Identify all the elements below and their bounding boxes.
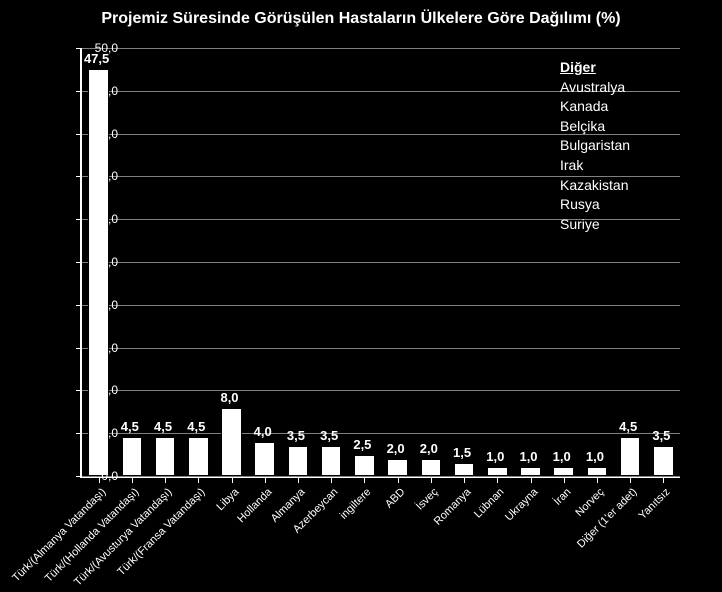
y-axis-tick-label: 40,0 — [78, 127, 118, 141]
bar — [421, 459, 442, 476]
bar-value-label: 4,5 — [619, 419, 637, 434]
bar-value-label: 1,5 — [453, 445, 471, 460]
bar — [487, 467, 508, 476]
x-tick-mark — [431, 477, 432, 483]
y-axis-tick-label: 35,0 — [78, 169, 118, 183]
x-tick-mark — [132, 477, 133, 483]
bar — [221, 408, 242, 476]
other-list-item: Kazakistan — [560, 176, 630, 196]
other-list-box: Diğer AvustralyaKanadaBelçikaBulgaristan… — [560, 58, 630, 234]
x-tick-mark — [265, 477, 266, 483]
other-list-item: Avustralya — [560, 78, 630, 98]
x-tick-mark — [198, 477, 199, 483]
x-tick-mark — [165, 477, 166, 483]
y-axis-tick-label: 30,0 — [78, 212, 118, 226]
bar-value-label: 3,5 — [287, 428, 305, 443]
other-list-items: AvustralyaKanadaBelçikaBulgaristanIrakKa… — [560, 78, 630, 235]
x-tick-mark — [531, 477, 532, 483]
gridline — [82, 262, 680, 263]
other-list-item: Suriye — [560, 215, 630, 235]
bar-value-label: 47,5 — [84, 51, 109, 66]
bar — [321, 446, 342, 476]
bar — [620, 437, 641, 476]
gridline — [82, 390, 680, 391]
other-list-item: Kanada — [560, 97, 630, 117]
bar-value-label: 4,0 — [254, 424, 272, 439]
bar — [288, 446, 309, 476]
x-tick-mark — [398, 477, 399, 483]
bar-value-label: 1,0 — [519, 449, 537, 464]
bar — [188, 437, 209, 476]
bar-value-label: 3,5 — [652, 428, 670, 443]
gridline — [82, 48, 680, 49]
y-axis-tick-label: 25,0 — [78, 255, 118, 269]
y-axis-tick-label: 15,0 — [78, 341, 118, 355]
x-tick-mark — [331, 477, 332, 483]
bar — [354, 455, 375, 476]
bar-value-label: 8,0 — [220, 390, 238, 405]
x-tick-mark — [232, 477, 233, 483]
bar — [520, 467, 541, 476]
gridline — [82, 348, 680, 349]
chart-container: Projemiz Süresinde Görüşülen Hastaların … — [0, 0, 722, 592]
other-list-item: Bulgaristan — [560, 136, 630, 156]
x-tick-mark — [364, 477, 365, 483]
x-tick-mark — [464, 477, 465, 483]
x-tick-mark — [564, 477, 565, 483]
y-axis-tick-label: 5,0 — [78, 426, 118, 440]
bar — [122, 437, 143, 476]
bar-value-label: 2,5 — [353, 437, 371, 452]
gridline — [82, 305, 680, 306]
y-axis-tick-label: 20,0 — [78, 298, 118, 312]
y-axis-tick-label: 0,0 — [78, 469, 118, 483]
bar-value-label: 1,0 — [553, 449, 571, 464]
x-tick-mark — [497, 477, 498, 483]
bar — [155, 437, 176, 476]
other-list-item: Irak — [560, 156, 630, 176]
other-list-title: Diğer — [560, 58, 630, 78]
bar-value-label: 4,5 — [121, 419, 139, 434]
y-axis-tick-label: 10,0 — [78, 383, 118, 397]
x-tick-mark — [630, 477, 631, 483]
chart-title: Projemiz Süresinde Görüşülen Hastaların … — [0, 10, 722, 28]
bar-value-label: 2,0 — [387, 441, 405, 456]
x-tick-mark — [298, 477, 299, 483]
bar-value-label: 1,0 — [486, 449, 504, 464]
bar — [553, 467, 574, 476]
bar-value-label: 1,0 — [586, 449, 604, 464]
bar — [587, 467, 608, 476]
bar-value-label: 3,5 — [320, 428, 338, 443]
y-axis-tick-label: 45,0 — [78, 84, 118, 98]
bar-value-label: 4,5 — [154, 419, 172, 434]
other-list-item: Rusya — [560, 195, 630, 215]
x-tick-mark — [597, 477, 598, 483]
bar — [254, 442, 275, 476]
bar — [454, 463, 475, 476]
other-list-item: Belçika — [560, 117, 630, 137]
gridline — [82, 476, 680, 477]
bar-value-label: 2,0 — [420, 441, 438, 456]
x-axis-category-label: Yanıtsız — [551, 486, 673, 592]
bar — [653, 446, 674, 476]
x-tick-mark — [663, 477, 664, 483]
bar-value-label: 4,5 — [187, 419, 205, 434]
bar — [387, 459, 408, 476]
